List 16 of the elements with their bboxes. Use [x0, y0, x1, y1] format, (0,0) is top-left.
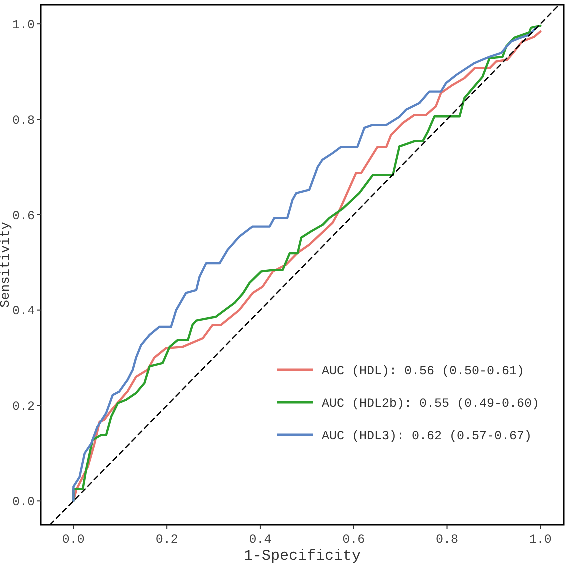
x-axis-title: 1-Specificity — [244, 548, 362, 565]
y-tick-label: 1.0 — [12, 18, 35, 32]
legend-label: AUC (HDL2b): 0.55 (0.49-0.60) — [322, 396, 540, 411]
x-tick-label: 1.0 — [529, 533, 552, 547]
legend-label: AUC (HDL): 0.56 (0.50-0.61) — [322, 364, 525, 378]
legend-label: AUC (HDL3): 0.62 (0.57-0.67) — [322, 429, 532, 444]
y-tick-label: 0.0 — [12, 496, 35, 510]
x-tick-label: 0.2 — [156, 533, 178, 547]
y-tick-label: 0.4 — [12, 304, 35, 319]
x-tick-label: 0.8 — [436, 533, 459, 547]
y-tick-label: 0.6 — [12, 209, 35, 224]
y-tick-label: 0.2 — [12, 400, 35, 414]
x-tick-label: 0.0 — [62, 533, 85, 547]
x-tick-label: 0.4 — [249, 533, 272, 547]
y-tick-label: 0.8 — [12, 114, 35, 128]
x-tick-label: 0.6 — [342, 533, 366, 547]
